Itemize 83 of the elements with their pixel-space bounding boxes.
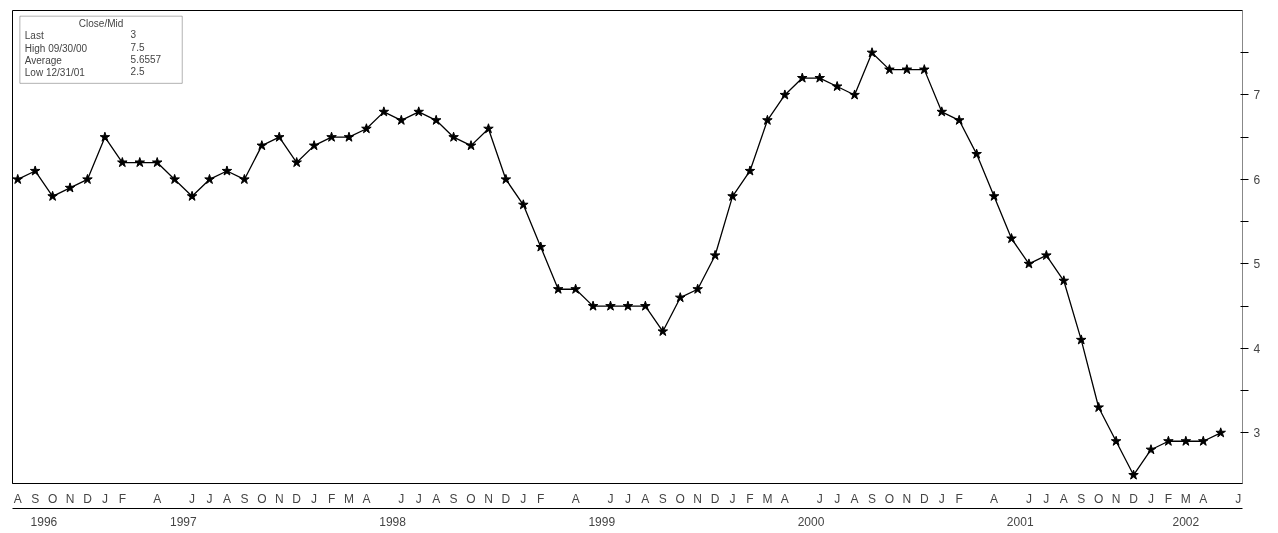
x-tick-label: S (868, 491, 877, 506)
x-tick-label: F (1164, 491, 1173, 506)
x-tick-label: D (919, 491, 929, 506)
x-tick-label: J (520, 491, 527, 506)
x-tick-label: J (311, 491, 318, 506)
annotation: 7.5 (130, 41, 145, 53)
annotation: 3 (130, 29, 137, 41)
annotation: Average (24, 54, 63, 66)
x-tick-label: M (343, 491, 354, 506)
text: 2002 (1172, 514, 1200, 529)
x-tick-label: N (274, 491, 284, 506)
x-tick-label: F (746, 491, 754, 506)
x-tick-label: O (675, 491, 685, 506)
x-tick-label: M (762, 491, 773, 506)
x-tick-label: O (1094, 491, 1104, 506)
x-tick-label: A (641, 491, 650, 506)
text: 2001 (1006, 514, 1034, 529)
x-tick-label: N (65, 491, 75, 506)
x-tick-label: F (955, 491, 963, 506)
x-tick-label: J (398, 491, 405, 506)
x-tick-label: M (1180, 491, 1191, 506)
x-tick-label: D (83, 491, 93, 506)
x-tick-label: S (449, 491, 458, 506)
x-tick-label: A (13, 491, 22, 506)
x-tick-label: A (1199, 491, 1208, 506)
x-tick-label: J (189, 491, 196, 506)
x-tick-label: O (47, 491, 58, 506)
x-tick-label: D (1129, 491, 1139, 506)
x-tick-label: A (432, 491, 441, 506)
annotation: Close/Mid (78, 18, 124, 30)
annotation: Last (24, 30, 44, 42)
x-tick-label: A (850, 491, 859, 506)
x-tick-label: N (902, 491, 912, 506)
text: 1996 (30, 514, 58, 529)
x-tick-label: N (484, 491, 493, 506)
x-tick-label: D (501, 491, 511, 506)
x-tick-label: J (624, 491, 631, 506)
annotation: 2.5 (130, 66, 145, 78)
x-tick-label: A (990, 491, 999, 506)
x-tick-label: A (222, 491, 231, 506)
x-tick-label: J (834, 491, 841, 506)
annotation: Low 12/31/01 (24, 67, 86, 79)
x-tick-label: J (1043, 491, 1050, 506)
x-tick-label: S (31, 491, 40, 506)
x-tick-label: F (118, 491, 127, 506)
x-tick-label: F (327, 491, 336, 506)
x-tick-label: J (1147, 491, 1154, 506)
y-tick-label: 3 (1253, 426, 1261, 441)
x-tick-label: J (1235, 491, 1242, 506)
text: 1997 (170, 514, 198, 529)
x-tick-label: S (1077, 491, 1086, 506)
y-tick-label: 5 (1253, 257, 1261, 272)
y-tick-label: 4 (1253, 341, 1261, 356)
x-tick-label: O (466, 491, 476, 506)
x-tick-label: J (816, 491, 823, 506)
x-tick-label: F (537, 491, 545, 506)
annotation: 5.6557 (130, 53, 162, 65)
x-tick-label: J (729, 491, 736, 506)
text: 1999 (588, 514, 616, 529)
text: 1998 (379, 514, 407, 529)
annotation: High 09/30/00 (24, 42, 88, 54)
x-tick-label: A (780, 491, 789, 506)
x-tick-label: N (693, 491, 703, 506)
x-tick-label: J (607, 491, 614, 506)
x-tick-label: A (153, 491, 162, 506)
x-tick-label: S (658, 491, 667, 506)
x-tick-label: J (206, 491, 213, 506)
x-tick-label: N (1111, 491, 1121, 506)
x-tick-label: J (101, 491, 108, 506)
x-tick-label: J (938, 491, 945, 506)
x-tick-label: A (571, 491, 580, 506)
x-tick-label: D (292, 491, 302, 506)
x-tick-label: A (1059, 491, 1068, 506)
x-tick-label: J (1025, 491, 1032, 506)
x-tick-label: O (884, 491, 895, 506)
y-tick-label: 7 (1253, 88, 1261, 103)
x-tick-label: A (362, 491, 371, 506)
y-tick-label: 6 (1253, 172, 1261, 187)
x-tick-label: O (257, 491, 267, 506)
x-tick-label: S (240, 491, 249, 506)
text: 2000 (797, 514, 825, 529)
x-tick-label: D (710, 491, 720, 506)
x-tick-label: J (415, 491, 422, 506)
